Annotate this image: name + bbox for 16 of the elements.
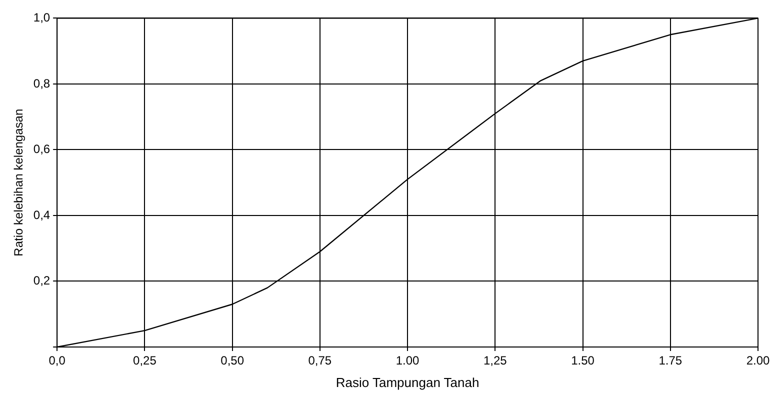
- x-tick-label: 1.75: [658, 354, 682, 368]
- y-tick-label: 0,8: [33, 76, 50, 90]
- y-tick-label: 0,4: [33, 208, 50, 222]
- x-tick-label: 0,25: [133, 354, 157, 368]
- y-tick-label: 0,6: [33, 142, 50, 156]
- x-tick-label: 1.00: [396, 354, 420, 368]
- y-tick-label: 0,2: [33, 274, 50, 288]
- x-tick-label: 0,50: [220, 354, 244, 368]
- y-axis-title: Ratio kelebihan kelengasan: [12, 108, 26, 256]
- x-axis-title: Rasio Tampungan Tanah: [336, 374, 480, 390]
- x-tick-label: 2.00: [746, 354, 770, 368]
- y-tick-label: 1,0: [33, 10, 50, 25]
- x-tick-label: 0,0: [48, 354, 66, 368]
- x-tick-label: 1,25: [483, 354, 508, 368]
- x-tick-label: 1.50: [571, 354, 595, 368]
- x-tick-label: 0,75: [308, 354, 332, 368]
